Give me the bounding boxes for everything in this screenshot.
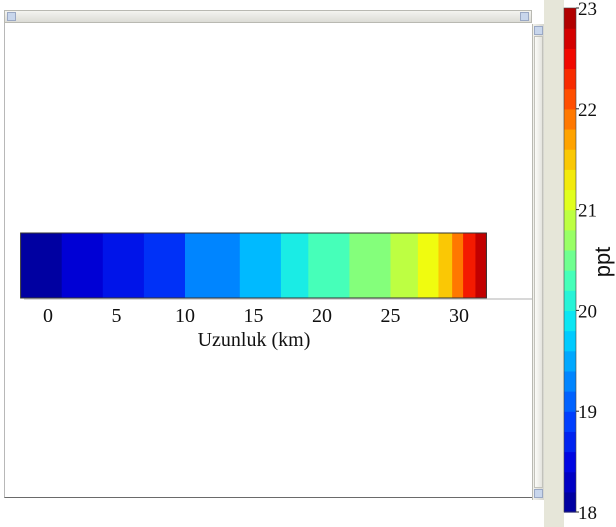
colorbar-band bbox=[564, 350, 576, 372]
heatmap-cell-0 bbox=[20, 233, 63, 298]
horizontal-scrollbar[interactable] bbox=[4, 10, 532, 23]
vertical-scrollbar[interactable] bbox=[532, 24, 544, 500]
colorbar-band bbox=[564, 370, 576, 392]
heatmap-cell-9 bbox=[390, 233, 419, 298]
colorbar-band bbox=[564, 8, 576, 29]
side-strip bbox=[544, 0, 564, 527]
x-tick-label: 25 bbox=[381, 305, 401, 327]
heatmap-border bbox=[20, 232, 487, 299]
scroll-down-arrow-icon[interactable] bbox=[534, 489, 543, 498]
colorbar-band bbox=[564, 128, 576, 150]
colorbar-band bbox=[564, 189, 576, 211]
scroll-up-arrow-icon[interactable] bbox=[534, 26, 543, 35]
colorbar-band bbox=[564, 491, 576, 513]
colorbar-band bbox=[564, 28, 576, 49]
colorbar-tick-label: 19 bbox=[578, 402, 597, 423]
vertical-scroll-thumb[interactable] bbox=[534, 36, 543, 488]
colorbar-tick-label: 20 bbox=[578, 301, 597, 322]
x-axis-ticks: 0 5 10 15 20 25 30 bbox=[43, 305, 469, 327]
x-tick-label: 5 bbox=[112, 305, 122, 327]
baseline bbox=[24, 298, 532, 300]
heatmap-cell-3 bbox=[143, 233, 186, 298]
heatmap-cell-5 bbox=[239, 233, 282, 298]
colorbar-tick-label: 18 bbox=[578, 503, 597, 524]
colorbar-band bbox=[564, 209, 576, 231]
colorbar-tick-label: 22 bbox=[578, 100, 597, 121]
colorbar-tick-label: 23 bbox=[578, 0, 597, 20]
heatmap-cell-11 bbox=[438, 233, 453, 298]
colorbar-band bbox=[564, 431, 576, 453]
colorbar-band bbox=[564, 270, 576, 291]
colorbar-band bbox=[564, 48, 576, 70]
colorbar-band bbox=[564, 391, 576, 412]
colorbar-band bbox=[564, 149, 576, 170]
heatmap-cell-12 bbox=[452, 233, 464, 298]
colorbar-band bbox=[564, 169, 576, 191]
scroll-left-arrow-icon[interactable] bbox=[7, 12, 16, 21]
heatmap-strip bbox=[20, 233, 487, 298]
colorbar-border bbox=[563, 7, 577, 513]
heatmap-cell-2 bbox=[102, 233, 145, 298]
colorbar-label: ppt bbox=[590, 247, 615, 278]
heatmap-cell-10 bbox=[417, 233, 439, 298]
colorbar-band bbox=[564, 471, 576, 493]
x-tick-label: 30 bbox=[449, 305, 469, 327]
heatmap-cell-8 bbox=[349, 233, 391, 298]
colorbar-band bbox=[564, 229, 576, 251]
x-tick-label: 0 bbox=[43, 305, 53, 327]
colorbar-band bbox=[564, 249, 576, 271]
x-tick-label: 15 bbox=[244, 305, 264, 327]
heatmap-cell-14 bbox=[475, 233, 487, 298]
heatmap-cell-7 bbox=[308, 233, 350, 298]
x-tick-label: 20 bbox=[312, 305, 332, 327]
colorbar-band bbox=[564, 108, 576, 130]
heatmap-cell-4 bbox=[185, 233, 241, 298]
colorbar: 18 19 20 21 22 23 bbox=[563, 0, 597, 524]
colorbar-band bbox=[564, 310, 576, 332]
colorbar-band bbox=[564, 451, 576, 473]
colorbar-band bbox=[564, 88, 576, 110]
heatmap-cell-13 bbox=[463, 233, 476, 298]
colorbar-band bbox=[564, 330, 576, 352]
colorbar-band bbox=[564, 411, 576, 432]
scroll-right-arrow-icon[interactable] bbox=[520, 12, 529, 21]
x-tick-label: 10 bbox=[175, 305, 195, 327]
x-axis-label: Uzunluk (km) bbox=[198, 329, 311, 351]
colorbar-tick-label: 21 bbox=[578, 201, 597, 222]
colorbar-band bbox=[564, 290, 576, 311]
heatmap-cell-6 bbox=[280, 233, 309, 298]
heatmap-cell-1 bbox=[61, 233, 104, 298]
colorbar-band bbox=[564, 68, 576, 90]
